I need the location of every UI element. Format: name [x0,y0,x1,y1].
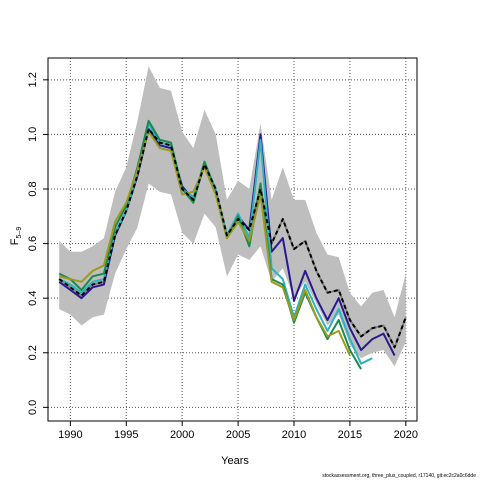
y-tick-label: 0.8 [27,181,39,196]
confidence-band-layer [59,66,406,367]
x-tick-label: 2000 [170,429,194,441]
y-axis-label-main: F [9,238,21,245]
y-tick-label: 0.2 [27,345,39,360]
series-layer [58,119,407,370]
y-axis-label-subscript: 5–9 [16,227,23,239]
x-tick-label: 1995 [114,429,138,441]
x-tick-label: 2020 [394,429,418,441]
y-tick-label: 0.0 [27,400,39,415]
source-footnote: stockassessment.org, three_plus_coupled,… [322,473,476,479]
confidence-band [59,66,406,367]
y-tick-label: 0.6 [27,236,39,251]
y-axis-label: F5–9 [9,227,23,246]
plot-frame [47,57,418,422]
y-tick-label: 1.0 [27,127,39,142]
series-line-6 [58,128,407,349]
x-axis: 1990 1995 2000 2005 2010 2015 2020 [58,421,418,441]
y-tick-label: 0.4 [27,291,39,306]
y-axis: 0.0 0.2 0.4 0.6 0.8 1.0 1.2 [27,72,48,415]
x-tick-label: 2015 [338,429,362,441]
x-axis-label: Years [221,455,249,467]
x-tick-label: 2010 [282,429,306,441]
x-tick-label: 1990 [58,429,82,441]
y-axis-label-text: F5–9 [9,227,23,246]
grid-lines [48,58,417,421]
x-tick-label: 2005 [226,429,250,441]
y-tick-label: 1.2 [27,72,39,87]
